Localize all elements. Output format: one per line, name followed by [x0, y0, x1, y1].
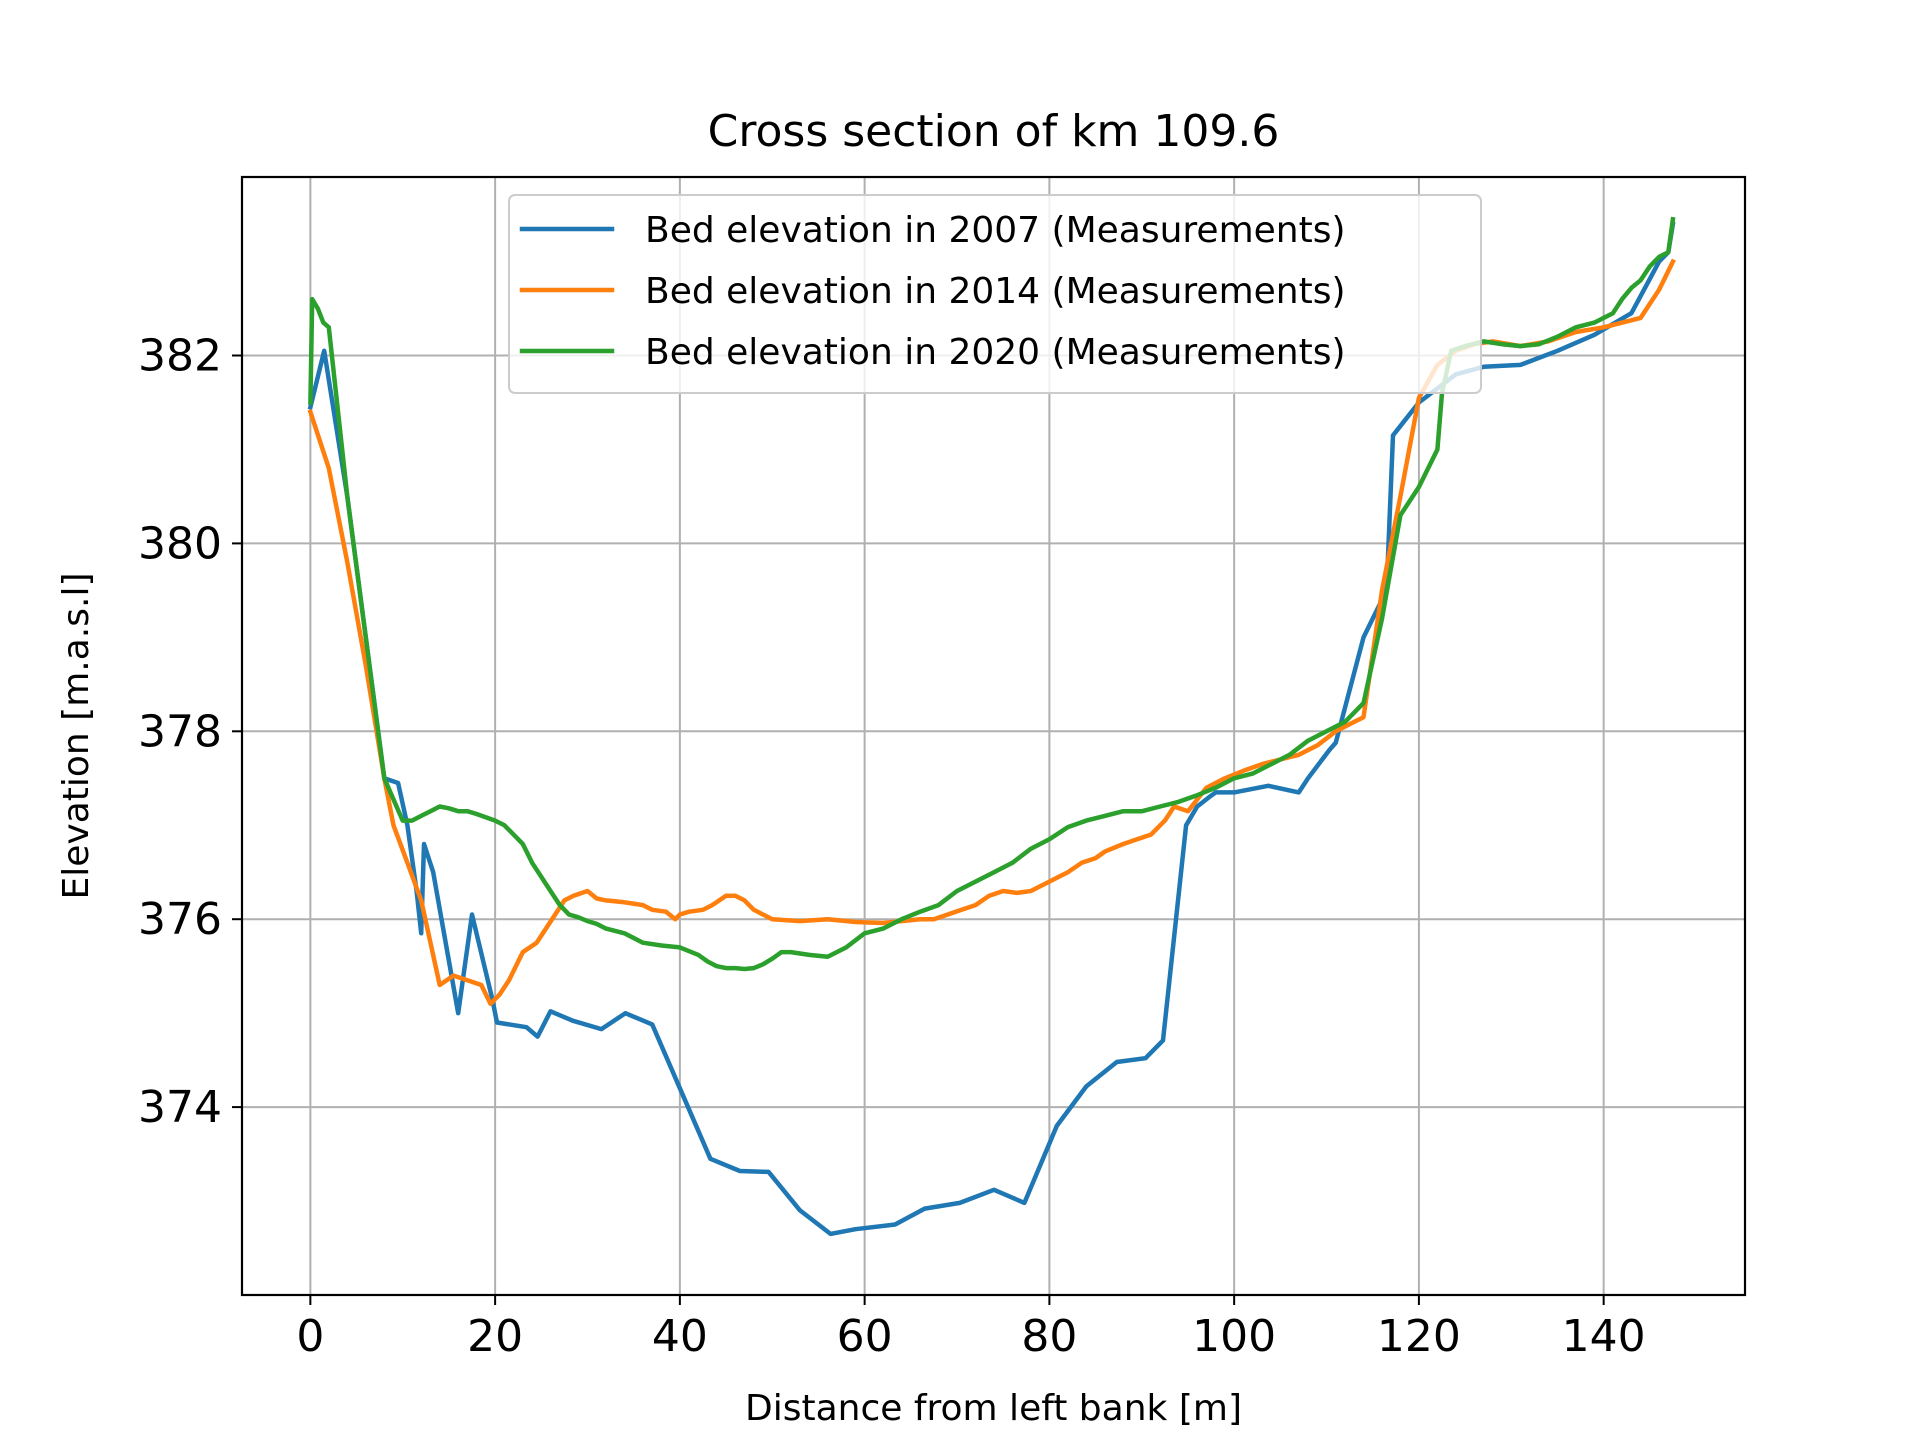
x-tick-label: 20: [467, 1311, 523, 1362]
y-tick-label: 374: [138, 1082, 222, 1133]
x-tick-label: 80: [1021, 1311, 1077, 1362]
legend-label-2020: Bed elevation in 2020 (Measurements): [645, 332, 1346, 373]
series-line-0: [307, 221, 1676, 1237]
y-tick-label: 376: [138, 894, 222, 945]
x-tick-label: 140: [1562, 1311, 1646, 1362]
x-tick-label: 0: [296, 1311, 324, 1362]
x-axis-label: Distance from left bank [m]: [745, 1388, 1242, 1429]
x-tick-label: 60: [837, 1311, 893, 1362]
legend-box: [508, 194, 1482, 394]
axis-ticks: 0 20 40 60 80 100 120 140 374 376 378 380 382: [138, 331, 1646, 1362]
y-tick-label: 382: [138, 331, 222, 382]
legend-label-2007: Bed elevation in 2007 (Measurements): [645, 210, 1346, 251]
x-tick-label: 40: [652, 1311, 708, 1362]
x-tick-label: 120: [1377, 1311, 1461, 1362]
y-axis-label: Elevation [m.a.s.l]: [56, 573, 97, 900]
legend: Bed elevation in 2007 (Measurements) Bed…: [508, 194, 1482, 394]
y-tick-label: 378: [138, 706, 222, 757]
plot-frame: [240, 175, 1747, 1297]
x-tick-label: 100: [1192, 1311, 1276, 1362]
chart-title: Cross section of km 109.6: [708, 106, 1280, 157]
y-tick-label: 380: [138, 518, 222, 569]
legend-label-2014: Bed elevation in 2014 (Measurements): [645, 271, 1346, 312]
series-line-1: [307, 258, 1676, 1007]
